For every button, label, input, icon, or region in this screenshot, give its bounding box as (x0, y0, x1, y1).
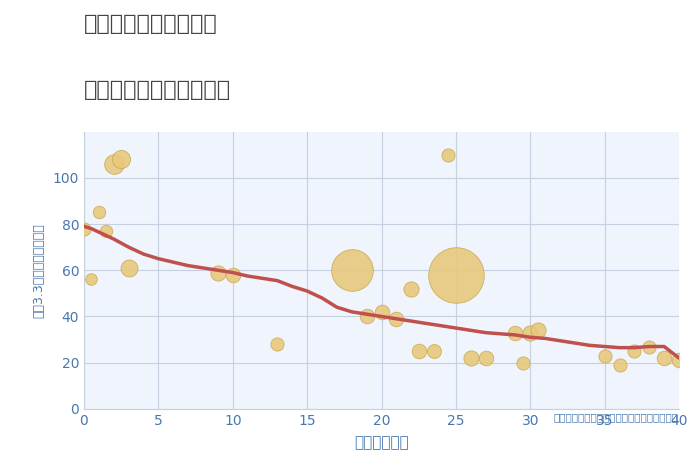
Point (116, 156, 127, 163)
Point (517, 359, 528, 367)
Point (413, 347, 424, 355)
Point (227, 271, 238, 279)
Point (443, 151, 454, 158)
Point (673, 357, 685, 364)
Point (450, 271, 461, 279)
Point (376, 308, 387, 316)
Text: 築年数別中古戸建て価格: 築年数別中古戸建て価格 (84, 80, 231, 100)
Point (644, 343, 655, 350)
Point (614, 361, 625, 369)
Y-axis label: 坪（3.3㎡）単価（万円）: 坪（3.3㎡）単価（万円） (33, 223, 46, 318)
Point (361, 313, 372, 320)
X-axis label: 築年数（年）: 築年数（年） (354, 435, 409, 450)
Text: 千葉県市原市下矢田の: 千葉県市原市下矢田の (84, 14, 218, 34)
Point (93, 209, 104, 216)
Point (123, 264, 134, 272)
Point (101, 227, 112, 235)
Point (212, 269, 223, 276)
Point (391, 315, 402, 322)
Point (346, 266, 357, 274)
Point (532, 327, 543, 334)
Point (428, 347, 439, 355)
Point (510, 329, 521, 337)
Point (272, 340, 283, 348)
Point (599, 352, 610, 360)
Text: 円の大きさは、取引のあった物件面積を示す: 円の大きさは、取引のあった物件面積を示す (554, 412, 679, 422)
Point (406, 285, 417, 292)
Point (629, 347, 640, 355)
Point (659, 354, 670, 362)
Point (480, 354, 491, 362)
Point (86, 276, 97, 283)
Point (465, 354, 476, 362)
Point (525, 329, 536, 337)
Point (108, 160, 119, 168)
Point (78, 225, 90, 233)
